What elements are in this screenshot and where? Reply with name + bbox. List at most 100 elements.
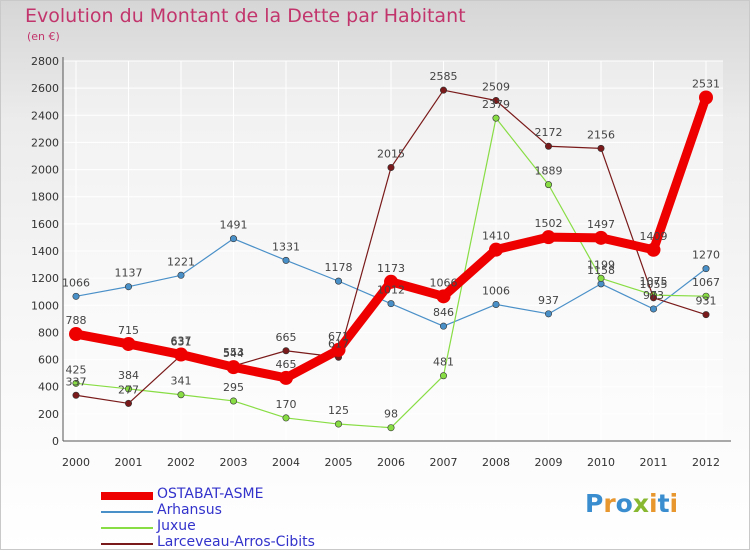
data-label: 481 xyxy=(433,356,454,369)
data-label: 337 xyxy=(66,375,87,388)
y-tick-label: 1000 xyxy=(31,299,59,312)
chart-title: Evolution du Montant de la Dette par Hab… xyxy=(25,5,466,27)
y-tick-label: 1800 xyxy=(31,191,59,204)
data-point xyxy=(439,372,447,380)
data-point xyxy=(177,391,185,399)
data-point xyxy=(492,114,500,122)
legend-label: Arhansus xyxy=(157,502,222,518)
data-point xyxy=(331,342,346,357)
x-tick-label: 2011 xyxy=(640,456,668,469)
data-point xyxy=(279,370,293,385)
data-label: 98 xyxy=(384,408,398,421)
x-tick-label: 2005 xyxy=(325,456,353,469)
data-point xyxy=(125,283,133,291)
data-point xyxy=(121,336,136,351)
data-point xyxy=(125,399,133,407)
data-label: 973 xyxy=(643,289,664,302)
data-label: 2509 xyxy=(482,80,510,93)
data-point xyxy=(439,86,447,94)
data-label: 1331 xyxy=(272,240,300,253)
data-label: 617 xyxy=(328,337,349,350)
data-label: 1055 xyxy=(640,278,668,291)
y-tick-label: 2800 xyxy=(31,55,59,68)
data-label: 1158 xyxy=(587,264,615,277)
data-point xyxy=(282,414,290,422)
brand-letter: i xyxy=(669,489,679,518)
data-label: 553 xyxy=(223,346,244,359)
data-point xyxy=(646,242,661,257)
data-point xyxy=(541,230,556,245)
brand-letter: r xyxy=(603,489,616,518)
data-label: 1066 xyxy=(430,276,458,289)
chart-subtitle: (en €) xyxy=(27,30,60,43)
y-tick-label: 2600 xyxy=(31,82,59,95)
legend-label: Larceveau-Arros-Cibits xyxy=(157,534,315,550)
x-tick-label: 2006 xyxy=(377,456,405,469)
data-point xyxy=(649,305,657,313)
data-point xyxy=(72,292,80,300)
legend-label: OSTABAT-ASME xyxy=(157,486,264,502)
data-point xyxy=(69,327,83,342)
data-label: 1173 xyxy=(377,262,405,275)
legend-swatch xyxy=(101,543,153,545)
data-point xyxy=(72,379,80,387)
data-point xyxy=(177,271,185,279)
data-label: 1410 xyxy=(482,230,510,243)
data-label: 671 xyxy=(328,330,349,343)
y-tick-label: 600 xyxy=(38,354,59,367)
data-label: 2015 xyxy=(377,148,405,161)
data-point xyxy=(226,360,241,375)
data-label: 1221 xyxy=(167,255,195,268)
data-label: 1012 xyxy=(377,284,405,297)
y-tick-label: 0 xyxy=(52,435,59,448)
data-label: 637 xyxy=(171,335,192,348)
data-label: 1497 xyxy=(587,218,615,231)
brand-letter: x xyxy=(632,489,649,518)
x-tick-label: 2001 xyxy=(115,456,143,469)
data-label: 631 xyxy=(171,335,192,348)
data-point xyxy=(282,256,290,264)
data-label: 295 xyxy=(223,381,244,394)
data-label: 170 xyxy=(276,398,297,411)
y-tick-label: 1400 xyxy=(31,245,59,258)
x-tick-label: 2009 xyxy=(535,456,563,469)
y-tick-label: 1200 xyxy=(31,272,59,285)
data-point xyxy=(387,300,395,308)
data-point xyxy=(594,230,608,245)
data-label: 937 xyxy=(538,294,559,307)
data-label: 1066 xyxy=(62,276,90,289)
x-tick-label: 2000 xyxy=(62,456,90,469)
data-point xyxy=(174,347,188,362)
y-tick-label: 400 xyxy=(38,381,59,394)
data-label: 715 xyxy=(118,324,139,337)
data-label: 544 xyxy=(223,347,244,360)
data-label: 465 xyxy=(276,358,297,371)
data-point xyxy=(387,424,395,432)
data-label: 846 xyxy=(433,306,454,319)
data-point xyxy=(492,96,500,104)
data-label: 1491 xyxy=(220,219,248,232)
data-point xyxy=(492,300,500,308)
x-tick-label: 2008 xyxy=(482,456,510,469)
data-label: 1067 xyxy=(692,276,720,289)
data-label: 1199 xyxy=(587,258,615,271)
x-tick-label: 2007 xyxy=(430,456,458,469)
y-tick-label: 2200 xyxy=(31,136,59,149)
data-point xyxy=(699,90,713,105)
data-label: 277 xyxy=(118,383,139,396)
x-tick-label: 2002 xyxy=(167,456,195,469)
data-point xyxy=(125,385,133,393)
data-label: 341 xyxy=(171,375,192,388)
data-point xyxy=(230,397,238,405)
legend-swatch xyxy=(101,492,153,500)
data-point xyxy=(597,144,605,152)
x-tick-label: 2012 xyxy=(692,456,720,469)
y-tick-label: 200 xyxy=(38,408,59,421)
y-tick-label: 2000 xyxy=(31,164,59,177)
data-label: 1137 xyxy=(115,267,143,280)
data-point xyxy=(702,292,710,300)
data-point xyxy=(649,294,657,302)
x-tick-label: 2010 xyxy=(587,456,615,469)
